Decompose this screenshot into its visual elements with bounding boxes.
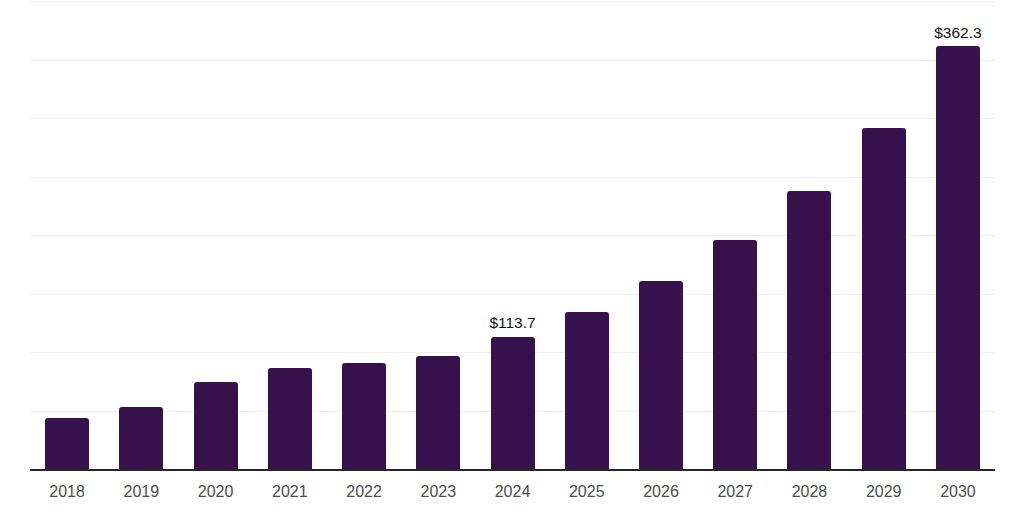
bar-chart-figure: $113.7$362.3 201820192020202120222023202… bbox=[0, 0, 1024, 512]
bar-slot-2023 bbox=[401, 2, 475, 470]
data-label-2024: $113.7 bbox=[489, 315, 535, 331]
x-tick-label-2022: 2022 bbox=[327, 484, 401, 500]
x-tick-label-2030: 2030 bbox=[921, 484, 995, 500]
data-label-2030: $362.3 bbox=[934, 25, 981, 41]
plot-area: $113.7 $362.3 bbox=[30, 2, 995, 470]
bar-slot-2021 bbox=[253, 2, 327, 470]
bar-2030 bbox=[936, 46, 980, 470]
bar-2020 bbox=[194, 382, 238, 470]
x-axis-line bbox=[30, 469, 995, 471]
bar-slot-2026 bbox=[624, 2, 698, 470]
x-axis-labels: 2018201920202021202220232024202520262027… bbox=[30, 484, 995, 500]
bar-slot-2018 bbox=[30, 2, 104, 470]
bar-slot-2025 bbox=[550, 2, 624, 470]
bar-slot-2022 bbox=[327, 2, 401, 470]
bar-slot-2027 bbox=[698, 2, 772, 470]
bar-slot-2020 bbox=[178, 2, 252, 470]
bar-2029 bbox=[862, 128, 906, 470]
bar-2021 bbox=[268, 368, 312, 470]
bar-2026 bbox=[639, 281, 683, 470]
bar-2024 bbox=[491, 337, 535, 470]
x-tick-label-2018: 2018 bbox=[30, 484, 104, 500]
bars-container: $113.7 $362.3 bbox=[30, 2, 995, 470]
bar-2018 bbox=[45, 418, 89, 470]
x-tick-label-2025: 2025 bbox=[550, 484, 624, 500]
bar-slot-2028 bbox=[772, 2, 846, 470]
x-tick-label-2026: 2026 bbox=[624, 484, 698, 500]
bar-slot-2019 bbox=[104, 2, 178, 470]
bar-2025 bbox=[565, 312, 609, 470]
x-tick-label-2021: 2021 bbox=[253, 484, 327, 500]
x-tick-label-2028: 2028 bbox=[772, 484, 846, 500]
bar-slot-2029 bbox=[847, 2, 921, 470]
bar-2019 bbox=[119, 407, 163, 470]
x-tick-label-2019: 2019 bbox=[104, 484, 178, 500]
bar-2022 bbox=[342, 363, 386, 470]
x-tick-label-2027: 2027 bbox=[698, 484, 772, 500]
bar-2027 bbox=[713, 240, 757, 470]
bar-2023 bbox=[416, 356, 460, 470]
x-tick-label-2024: 2024 bbox=[475, 484, 549, 500]
x-tick-label-2023: 2023 bbox=[401, 484, 475, 500]
x-tick-label-2029: 2029 bbox=[847, 484, 921, 500]
x-tick-label-2020: 2020 bbox=[178, 484, 252, 500]
bar-slot-2024: $113.7 bbox=[475, 2, 549, 470]
bar-2028 bbox=[787, 191, 831, 470]
bar-slot-2030: $362.3 bbox=[921, 2, 995, 470]
